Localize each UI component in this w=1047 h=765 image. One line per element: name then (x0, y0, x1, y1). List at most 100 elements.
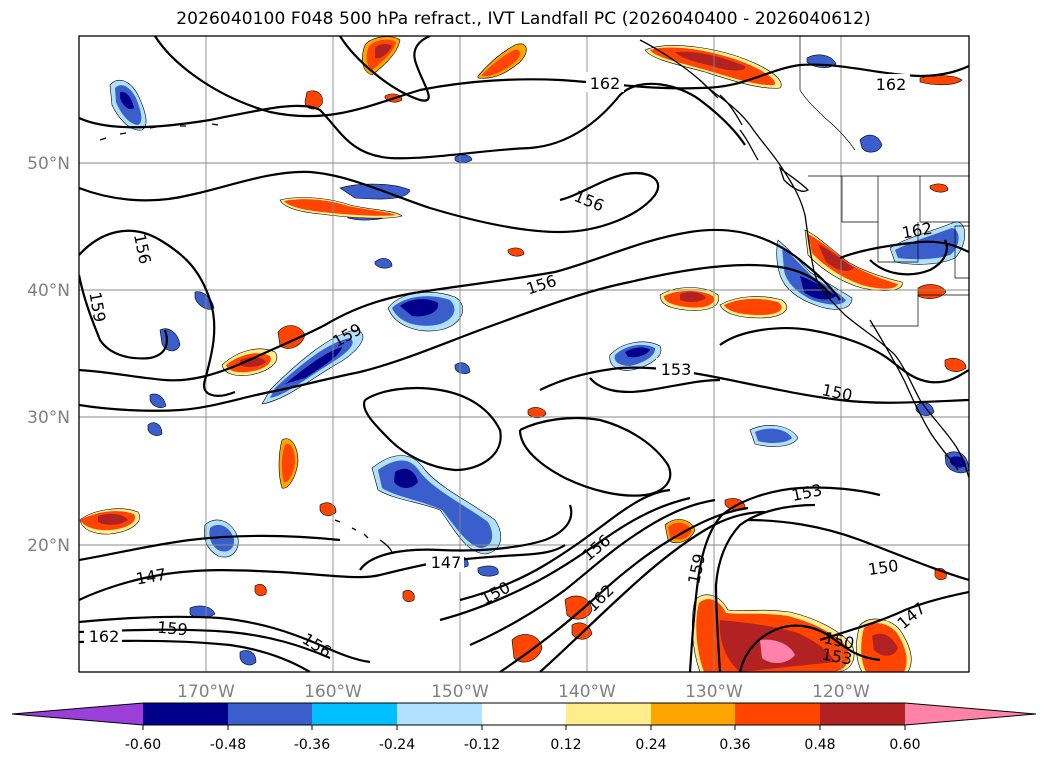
contour-147-south (79, 544, 566, 601)
colorbar-tick-label: -0.36 (294, 737, 330, 753)
contour-159-mid (79, 274, 168, 360)
contour-147-loop (359, 504, 573, 571)
baja-california-coastline (869, 319, 959, 471)
contour-153-east (539, 366, 969, 404)
positive-patch (254, 584, 267, 596)
graticule (79, 36, 969, 672)
negative-patch (239, 650, 257, 666)
positive-patch (507, 247, 525, 257)
colorbar-tick-label: -0.12 (464, 737, 500, 753)
longitude-axis: 170°W 160°W 150°W 140°W 130°W 120°W (177, 682, 870, 702)
negative-patch (625, 347, 650, 358)
contour-153-south (439, 496, 691, 622)
positive-patch (650, 47, 775, 86)
contour-label: 159 (156, 618, 188, 640)
negative-patch (147, 422, 163, 436)
map-plot-area: 162 162 156 156 159 159 156 153 150 162 … (79, 36, 969, 672)
positive-patch (284, 199, 396, 216)
negative-patch (374, 258, 393, 269)
alaska-panhandle-islands (699, 79, 759, 161)
colorbar-tick-label: -0.60 (125, 737, 161, 753)
longitude-label: 150°W (431, 682, 489, 702)
map-frame (78, 35, 970, 673)
colorbar-tick-label: -0.24 (379, 737, 415, 753)
contour-159-diagonal (79, 228, 841, 382)
contour-159-north (79, 82, 746, 160)
longitude-label: 130°W (685, 682, 743, 702)
alaska-canada-border (799, 36, 856, 151)
negative-patch (149, 393, 167, 408)
longitude-label: 170°W (177, 682, 235, 702)
positive-patch (944, 358, 967, 372)
colorbar-ticks (142, 725, 906, 730)
north-america-coastline (639, 39, 969, 479)
contour-south-closed (518, 416, 672, 497)
contour-150-southeast (747, 518, 969, 582)
colorbar-segment (143, 703, 228, 725)
figure-title: 2026040100 F048 500 hPa refract., IVT La… (176, 9, 871, 29)
positive-patch (402, 590, 415, 602)
colorbar-tick-label: 0.36 (719, 737, 750, 753)
positive-patch (240, 357, 266, 367)
contour-label: 162 (590, 74, 621, 93)
latitude-label: 20°N (27, 536, 70, 556)
negative-patch (800, 276, 836, 300)
contour-156-vertical (714, 503, 816, 672)
contour-label: 162 (876, 75, 907, 94)
colorbar-tick-label: 0.24 (635, 737, 666, 753)
contour-156-mid (79, 229, 236, 397)
positive-patch (680, 291, 706, 303)
colorbar-segment (482, 703, 566, 725)
coastlines (99, 39, 969, 553)
negative-patch (394, 468, 418, 488)
positive-patch (675, 51, 746, 71)
colorbar-tick-label: 0.60 (889, 737, 920, 753)
contour-north-loop (339, 36, 431, 102)
negative-patch (285, 347, 342, 384)
colorbar: -0.60 -0.48 -0.36 -0.24 -0.12 0.12 0.24 … (11, 702, 1037, 753)
colorbar-tick-label: 0.12 (550, 737, 581, 753)
positive-patch (818, 244, 854, 271)
positive-patch (872, 633, 898, 656)
hawaiian-islands (334, 519, 393, 553)
negative-patch (477, 565, 499, 577)
colorbar-segment (228, 703, 312, 725)
contour-156-east-loop (839, 239, 969, 276)
negative-patch (454, 154, 473, 163)
contour-label: 162 (89, 627, 120, 646)
positive-patch (98, 513, 128, 525)
negative-patch (120, 91, 134, 110)
us-mexico-border (870, 294, 969, 327)
positive-patch (668, 522, 692, 540)
positive-patch (804, 229, 903, 291)
contour-label: 153 (661, 360, 692, 379)
latitude-axis: 50°N 40°N 30°N 20°N (27, 154, 70, 556)
contour-label: 147 (431, 553, 462, 572)
contour-label: 150 (867, 556, 900, 579)
colorbar-tick-label: 0.48 (804, 737, 835, 753)
longitude-label: 140°W (558, 682, 616, 702)
borders (799, 36, 969, 327)
positive-patch (527, 407, 547, 419)
negative-patch (859, 134, 883, 153)
positive-patch (511, 634, 543, 663)
colorbar-segment (735, 703, 820, 725)
vancouver-island (778, 166, 810, 192)
contour-147-southeast (819, 590, 969, 642)
colorbar-segment (312, 703, 397, 725)
latitude-label: 40°N (27, 281, 70, 301)
positive-patch (375, 43, 392, 59)
positive-patch (724, 298, 782, 315)
colorbar-segment (397, 703, 482, 725)
colorbar-segment (566, 703, 651, 725)
contour-156-south (79, 498, 716, 664)
negative-patch (454, 362, 471, 374)
longitude-label: 160°W (304, 682, 362, 702)
latitude-label: 50°N (27, 154, 70, 174)
colorbar-tick-label: -0.48 (210, 737, 246, 753)
positive-patch (281, 444, 295, 483)
contour-150-south (79, 488, 671, 602)
contour-153-loop (589, 377, 721, 393)
contour-mid-closed (362, 386, 502, 472)
